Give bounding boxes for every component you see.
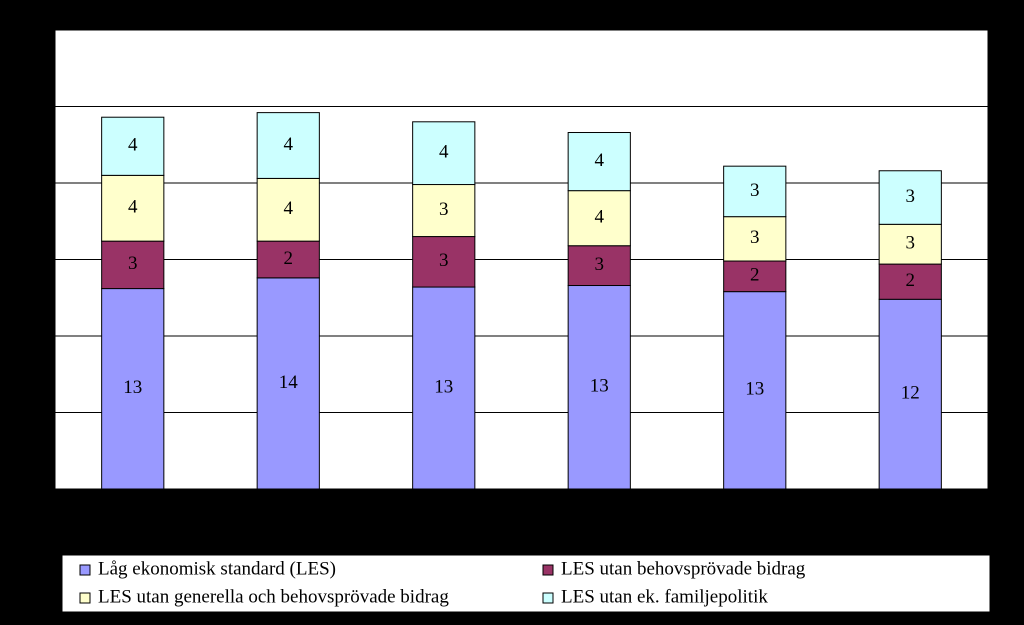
value-label: 3 (595, 254, 605, 275)
value-label: 13 (745, 379, 764, 400)
value-label: 12 (901, 382, 920, 403)
bar-segment (256, 277, 320, 490)
legend-label: LES utan behovsprövade bidrag (561, 558, 806, 579)
bar-segment (878, 170, 942, 225)
bar-segment (567, 190, 631, 247)
value-label: 4 (128, 135, 138, 156)
value-label: 3 (906, 186, 916, 207)
legend-swatch (79, 592, 91, 604)
bar-segment (101, 174, 165, 242)
value-label: 4 (284, 198, 294, 219)
legend-swatch (79, 564, 91, 576)
legend-swatch (542, 564, 554, 576)
value-label: 4 (128, 197, 138, 218)
value-label: 13 (590, 376, 609, 397)
value-label: 13 (123, 377, 142, 398)
value-label: 4 (439, 142, 449, 163)
value-label: 13 (434, 376, 453, 397)
legend-label: Låg ekonomisk standard (LES) (98, 558, 336, 579)
bar-segment (412, 286, 476, 490)
plot-border (54, 29, 989, 490)
bar-segment (878, 223, 942, 265)
value-label: 3 (439, 199, 449, 220)
legend (61, 554, 991, 613)
bar-segment (567, 245, 631, 287)
bar-segment (567, 132, 631, 192)
bar-segment (723, 165, 787, 218)
value-label: 3 (128, 253, 138, 274)
value-label: 14 (279, 372, 299, 393)
bar-segment (101, 240, 165, 290)
value-label: 2 (750, 265, 760, 286)
bar-segment (412, 184, 476, 238)
value-label: 3 (750, 227, 760, 248)
bar-segment (101, 116, 165, 176)
value-label: 4 (595, 150, 605, 171)
bar-segment (101, 288, 165, 490)
value-label: 3 (750, 180, 760, 201)
value-label: 3 (906, 233, 916, 254)
value-label: 3 (439, 250, 449, 271)
value-label: 2 (906, 270, 916, 291)
bar-segment (412, 236, 476, 288)
bar-segment (256, 177, 320, 242)
bar-segment (256, 112, 320, 179)
value-label: 2 (284, 248, 294, 269)
bar-segment (256, 240, 320, 279)
legend-label: LES utan ek. familjepolitik (561, 586, 768, 607)
legend-swatch (542, 592, 554, 604)
value-label: 4 (284, 134, 294, 155)
legend-label: LES utan generella och behovsprövade bid… (98, 586, 449, 607)
bar-segment (412, 121, 476, 186)
value-label: 4 (595, 207, 605, 228)
bar-segment (878, 298, 942, 490)
